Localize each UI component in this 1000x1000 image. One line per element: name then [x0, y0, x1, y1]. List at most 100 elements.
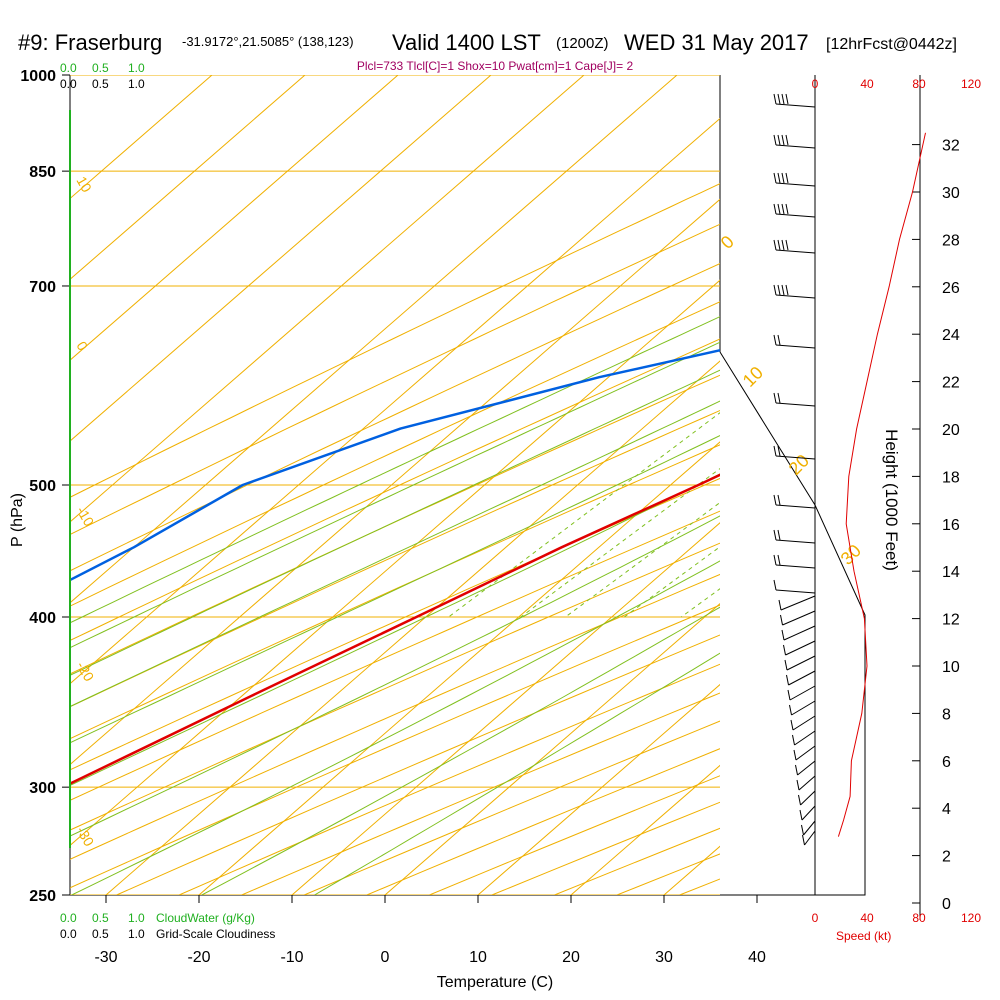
moist-adiabat: [70, 316, 720, 624]
cloudwater-tick-bottom: 0.5: [92, 911, 109, 925]
dry-adiabat-label: 10: [73, 174, 95, 196]
wind-barb-feather: [781, 239, 785, 251]
wind-barb-feather: [781, 93, 785, 105]
wind-barb-feather: [781, 134, 785, 146]
dry-adiabat: [70, 301, 720, 607]
isotherm-line: [70, 117, 720, 685]
wind-barb-shaft: [800, 790, 816, 806]
wind-barb-feather: [781, 172, 785, 184]
temperature-tick-label: 0: [381, 949, 390, 966]
isotherm-line: [384, 603, 720, 895]
wind-barb-feather: [796, 779, 800, 791]
wind-barb-feather: [773, 284, 777, 296]
temperature-profile: [70, 473, 720, 786]
wind-barb-feather: [777, 134, 781, 146]
wind-barb-feather: [777, 554, 781, 566]
pressure-tick-label: 250: [29, 888, 56, 905]
moist-adiabat-label: 20: [785, 451, 813, 479]
height-tick-label: 0: [942, 896, 951, 913]
wind-barb-feather: [785, 172, 789, 184]
height-tick-label: 32: [942, 138, 960, 155]
dry-adiabat: [70, 183, 720, 498]
wind-barb-shaft: [794, 730, 816, 746]
wind-barb-shaft: [804, 830, 816, 846]
dry-adiabat: [70, 573, 720, 860]
wind-barb-feather: [780, 614, 783, 626]
wind-barb-shaft: [775, 344, 816, 349]
wind-barb-feather: [787, 689, 791, 701]
moist-adiabat: [70, 434, 720, 744]
wind-barb-feather: [777, 284, 781, 296]
pressure-tick-label: 300: [29, 780, 56, 797]
cloudiness-tick-top: 0.0: [60, 77, 77, 91]
isotherm-line: [757, 75, 1000, 895]
temperature-tick-label: 10: [469, 949, 487, 966]
wind-barb-shaft: [782, 610, 816, 626]
wind-barb-shaft: [775, 589, 816, 594]
speed-tick-bottom: 40: [860, 911, 874, 925]
dry-adiabat: [743, 46, 1000, 919]
wind-barb-shaft: [785, 640, 816, 656]
speed-tick-top: 80: [912, 77, 926, 91]
wind-barb-feather: [785, 134, 789, 146]
cloudiness-tick-top: 1.0: [128, 77, 145, 91]
wind-barb-feather: [785, 284, 789, 296]
wind-barb-feather: [786, 674, 789, 686]
wind-barb-feather: [773, 334, 777, 346]
wind-speed-profile: [837, 132, 926, 837]
moist-adiabat: [314, 652, 720, 895]
speed-tick-bottom: 0: [812, 911, 819, 925]
wind-barb-shaft: [792, 715, 816, 731]
wind-barb-shaft: [775, 144, 816, 149]
wind-barb-feather: [799, 809, 803, 821]
wind-barb-feather: [801, 824, 804, 836]
cloudwater-tick-bottom: 1.0: [128, 911, 145, 925]
cloudwater-label: CloudWater (g/Kg): [156, 911, 255, 925]
speed-tick-top: 120: [961, 77, 981, 91]
wind-barb-feather: [777, 172, 781, 184]
wind-barb-shaft: [789, 685, 816, 701]
height-tick-label: 6: [942, 754, 951, 771]
wind-barb-feather: [773, 579, 777, 591]
speed-tick-bottom: 120: [961, 911, 981, 925]
valid-time: Valid 1400 LST: [392, 30, 541, 55]
temperature-tick-label: 30: [655, 949, 673, 966]
cloudiness-tick-bottom: 1.0: [128, 927, 145, 941]
wind-barb-feather: [773, 93, 777, 105]
dry-adiabat: [240, 692, 720, 895]
wind-barb-feather: [784, 659, 788, 671]
wind-barb-feather: [802, 834, 805, 846]
isotherm-line: [70, 75, 492, 442]
temperature-tick-label: 40: [748, 949, 766, 966]
isotherm-line: [70, 198, 720, 766]
pressure-tick-label: 1000: [20, 68, 56, 85]
station-coords: -31.9172°,21.5085° (138,123): [182, 34, 354, 49]
wind-barb-feather: [778, 599, 782, 611]
isotherm-line: [70, 75, 306, 281]
wind-barb-feather: [781, 629, 785, 641]
wind-barb-feather: [781, 284, 785, 296]
profiles: [70, 348, 720, 786]
moist-adiabat: [70, 473, 720, 787]
height-tick-label: 22: [942, 375, 960, 392]
parcel-info: Plcl=733 Tlcl[C]=1 Shox=10 Pwat[cm]=1 Ca…: [357, 59, 634, 73]
wind-barb-shaft: [775, 213, 816, 218]
wind-barb-shaft: [775, 564, 816, 569]
dry-adiabat: [177, 663, 720, 895]
cloudwater-tick-top: 0.0: [60, 61, 77, 75]
wind-barb-feather: [785, 93, 789, 105]
wind-barb-shaft: [775, 103, 816, 108]
wind-barb-shaft: [775, 504, 816, 509]
speed-tick-bottom: 80: [912, 911, 926, 925]
temperature-tick-label: -30: [94, 949, 117, 966]
moist-adiabat: [70, 515, 720, 837]
dry-adiabat-label: -10: [73, 504, 97, 530]
isotherm-line: [477, 683, 720, 895]
cloudwater-tick-top: 0.5: [92, 61, 109, 75]
wind-barb-feather: [773, 172, 777, 184]
dry-adiabat: [70, 477, 720, 771]
wind-barb-shaft: [803, 820, 816, 836]
cloudwater-tick-top: 1.0: [128, 61, 145, 75]
pressure-tick-label: 400: [29, 610, 56, 627]
